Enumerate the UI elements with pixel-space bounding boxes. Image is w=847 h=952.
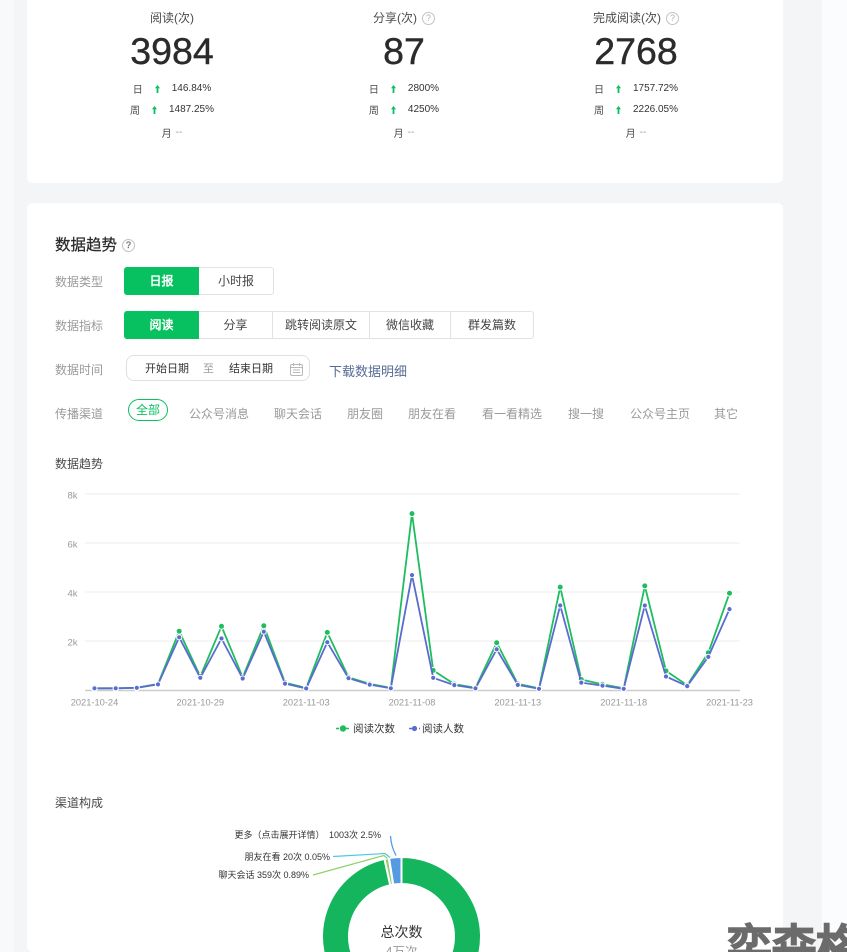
svg-text:2021-11-13: 2021-11-13 bbox=[494, 698, 541, 708]
svg-text:2021-11-18: 2021-11-18 bbox=[600, 698, 647, 708]
svg-text:2021-11-03: 2021-11-03 bbox=[283, 698, 330, 708]
svg-text:2021-10-29: 2021-10-29 bbox=[177, 698, 225, 708]
svg-text:2021-11-23: 2021-11-23 bbox=[706, 698, 753, 708]
svg-text:4万次: 4万次 bbox=[386, 945, 418, 952]
svg-text:8k: 8k bbox=[67, 491, 77, 502]
svg-text:4k: 4k bbox=[67, 589, 77, 600]
svg-text:2021-10-24: 2021-10-24 bbox=[71, 698, 119, 708]
svg-text:2k: 2k bbox=[67, 638, 77, 649]
svg-text:2021-11-08: 2021-11-08 bbox=[389, 698, 436, 708]
svg-text:阅读人数: 阅读人数 bbox=[422, 722, 464, 735]
svg-text:总次数: 总次数 bbox=[381, 924, 423, 940]
svg-text:6k: 6k bbox=[67, 540, 77, 551]
svg-text:阅读次数: 阅读次数 bbox=[353, 722, 395, 735]
